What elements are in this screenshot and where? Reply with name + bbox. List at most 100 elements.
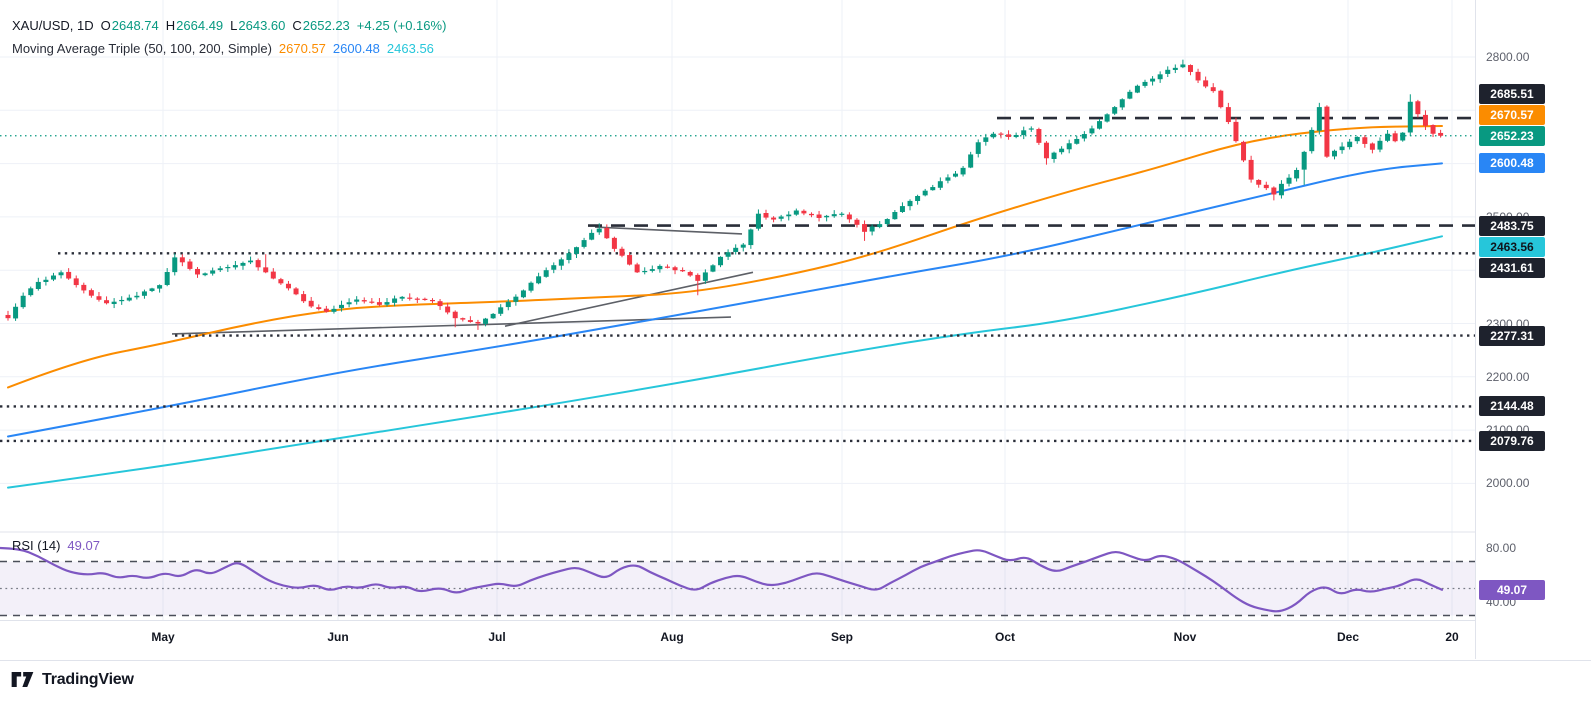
price-pane[interactable]: [0, 0, 1475, 532]
trendline[interactable]: [594, 226, 743, 235]
candle-body: [1415, 101, 1421, 115]
candle-body: [255, 260, 261, 268]
time-axis-label-Sep: Sep: [830, 630, 853, 644]
price-axis[interactable]: 2800.002700.002600.002500.002400.002300.…: [1475, 0, 1591, 659]
symbol-legend-row[interactable]: XAU/USD, 1D O 2648.74 H 2664.49 L 2643.60 C…: [12, 18, 446, 33]
candle-body: [1385, 133, 1391, 141]
ma-legend-row[interactable]: Moving Average Triple (50, 100, 200, Sim…: [12, 41, 434, 56]
rsi-line[interactable]: [0, 546, 1444, 613]
candle-body: [285, 283, 291, 289]
candle-body: [1203, 80, 1209, 87]
time-axis-label-Jun: Jun: [327, 630, 349, 644]
candle-body: [1028, 128, 1034, 130]
candle-body: [953, 173, 958, 177]
candle-body: [1301, 151, 1307, 170]
candle-body: [164, 272, 170, 285]
time-axis-label-Oct: Oct: [994, 630, 1015, 644]
candle-body: [566, 253, 572, 260]
candle-body: [354, 299, 360, 302]
chart-canvas[interactable]: [0, 0, 1591, 659]
ma-indicator-title: Moving Average Triple (50, 100, 200, Sim…: [12, 41, 272, 56]
candle-body: [73, 278, 79, 286]
candle-body: [536, 276, 542, 284]
candle-body: [748, 229, 754, 246]
candle-body: [1286, 177, 1292, 184]
candle-body: [1097, 121, 1103, 129]
time-axis-label-Jul: Jul: [488, 630, 506, 644]
candle-body: [384, 302, 390, 305]
candle-body: [968, 154, 974, 168]
candle-body: [543, 270, 549, 277]
candle-body: [854, 219, 860, 225]
ohlc-high: H 2664.49: [165, 18, 224, 33]
rsi-pane[interactable]: [0, 532, 1475, 620]
candle-body: [369, 301, 375, 303]
candle-body: [1127, 91, 1133, 99]
candle-body: [445, 306, 451, 313]
candle-body: [664, 266, 670, 268]
candle-body: [937, 181, 943, 188]
tradingview-logo-text: TradingView: [42, 670, 134, 688]
time-axis-label-Dec: Dec: [1336, 630, 1359, 644]
trendline[interactable]: [171, 316, 732, 335]
candle-body: [596, 228, 602, 233]
rsi-legend-row[interactable]: RSI (14) 49.07: [12, 538, 100, 553]
candle-body: [399, 296, 405, 299]
candle-body: [733, 247, 739, 252]
candle-body: [1134, 85, 1140, 93]
candle-body: [755, 213, 761, 229]
candle-body: [1278, 183, 1284, 196]
ma-line-100[interactable]: [7, 162, 1443, 438]
candle-body: [407, 297, 413, 299]
candle-body: [248, 260, 254, 263]
candle-body: [1400, 132, 1406, 141]
candle-body: [81, 284, 87, 291]
ma-line-50[interactable]: [7, 124, 1443, 389]
ma-line-200[interactable]: [7, 235, 1443, 489]
tradingview-logo[interactable]: TradingView: [10, 670, 134, 689]
candle-body: [361, 300, 367, 302]
candle-body: [816, 214, 822, 218]
price-badge-2277.31: 2277.31: [1479, 325, 1545, 346]
candle-body: [922, 190, 928, 196]
candle-body: [907, 200, 913, 207]
candle-body: [126, 297, 132, 301]
candle-body: [66, 271, 72, 279]
candle-body: [1347, 141, 1353, 148]
price-badge-2079.76: 2079.76: [1479, 430, 1545, 451]
price-badge-2483.75: 2483.75: [1479, 215, 1545, 236]
candle-body: [149, 288, 155, 291]
candle-body: [1051, 152, 1057, 159]
ohlc-open: O 2648.74: [100, 18, 159, 33]
trendline[interactable]: [504, 271, 754, 327]
candle-body: [1112, 107, 1118, 114]
candle-body: [475, 321, 481, 324]
candle-body: [422, 298, 428, 301]
candle-body: [1256, 179, 1262, 185]
candle-body: [490, 313, 496, 319]
candle-body: [945, 177, 951, 181]
candle-body: [460, 318, 466, 320]
candle-body: [141, 291, 147, 296]
ma200-value: 2463.56: [386, 41, 434, 56]
time-axis[interactable]: May Jun Jul Aug Sep Oct Nov Dec 20: [0, 620, 1591, 661]
price-badge-2144.48: 2144.48: [1479, 396, 1545, 417]
candle-body: [1369, 143, 1375, 150]
chart-footer: TradingView: [0, 660, 1591, 706]
time-axis-label-Aug: Aug: [660, 630, 684, 644]
candle-body: [1294, 169, 1300, 179]
candle-body: [1263, 184, 1269, 189]
candle-body: [134, 295, 140, 298]
candle-body: [1354, 136, 1360, 142]
candle-body: [437, 301, 443, 307]
price-badge-2685.51: 2685.51: [1479, 83, 1545, 104]
candle-body: [331, 308, 337, 312]
candle-body: [634, 264, 640, 273]
candle-body: [627, 255, 633, 265]
candle-body: [119, 299, 125, 302]
candle-body: [263, 267, 269, 273]
candle-body: [1309, 129, 1315, 152]
candle-body: [725, 252, 731, 257]
candle-body: [35, 281, 41, 290]
